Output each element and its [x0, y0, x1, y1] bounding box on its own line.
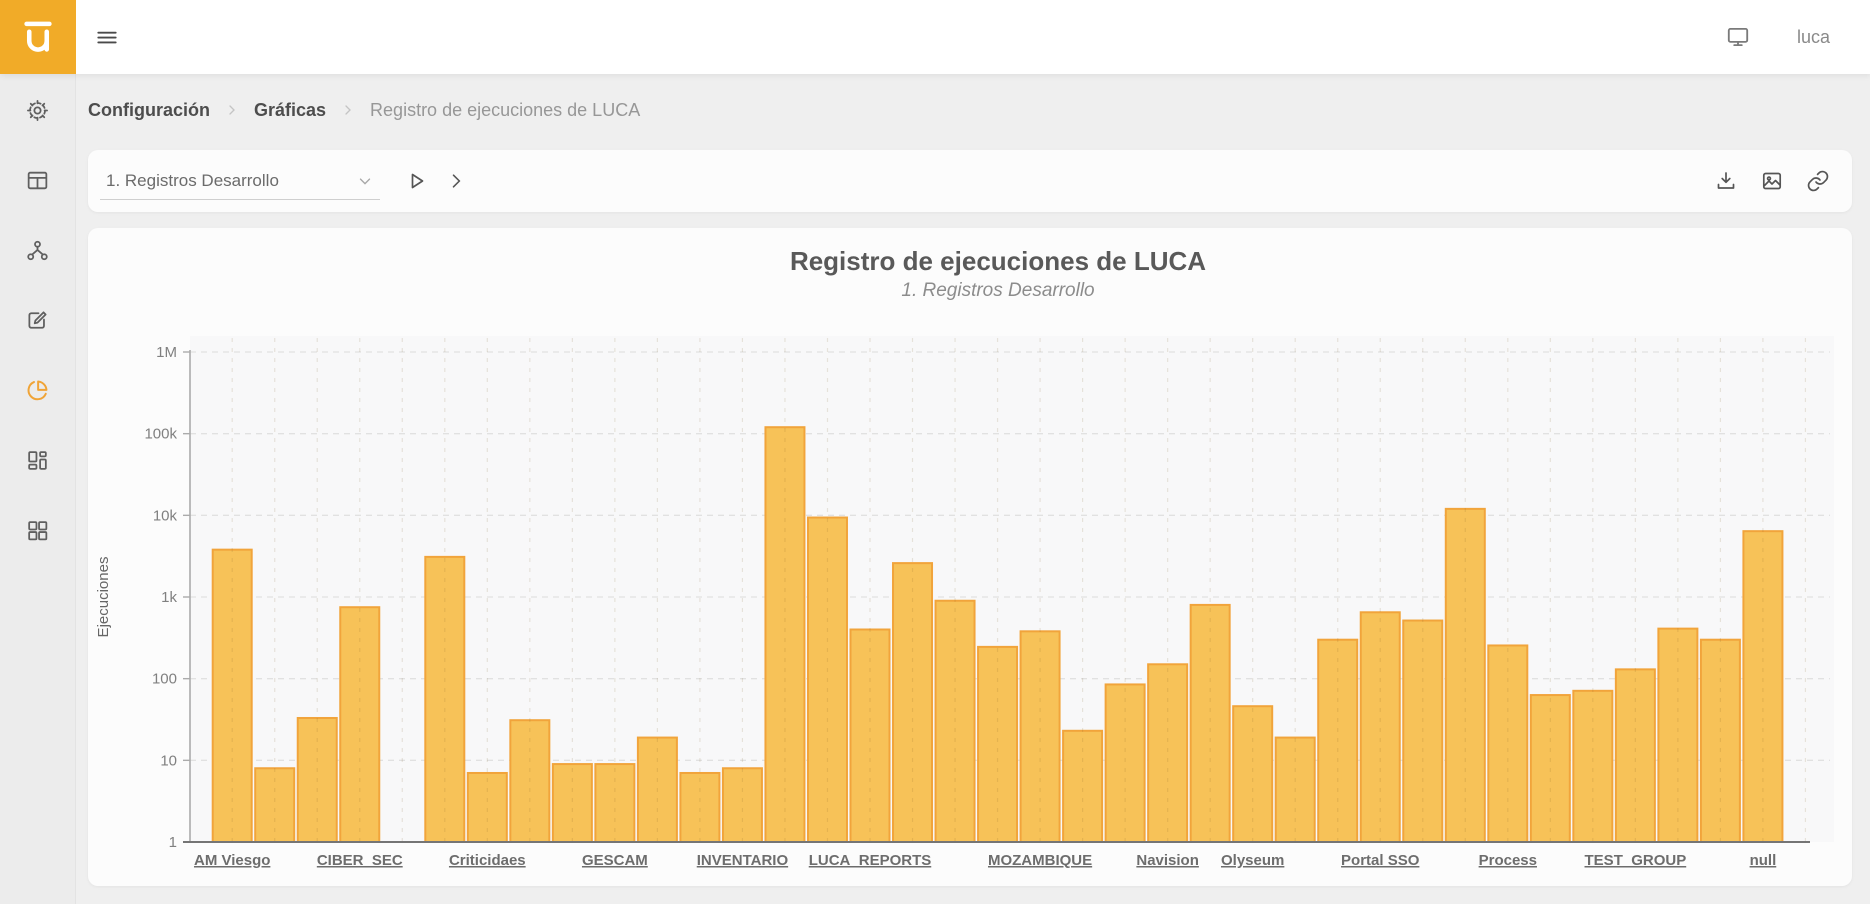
bar[interactable]	[339, 606, 381, 844]
chevron-right-icon	[229, 105, 235, 115]
display-mode-button[interactable]	[1725, 24, 1751, 50]
bar[interactable]	[1274, 736, 1316, 843]
x-axis-group-label[interactable]: INVENTARIO	[697, 852, 789, 869]
bar[interactable]	[934, 599, 976, 843]
bar[interactable]	[1614, 668, 1656, 843]
x-axis-group-label[interactable]: TEST_GROUP	[1585, 852, 1687, 869]
bar[interactable]	[977, 645, 1019, 843]
sidebar-item-apps[interactable]	[25, 518, 50, 543]
sidebar-item-hierarchy[interactable]	[25, 238, 50, 263]
x-axis-group-label[interactable]: null	[1750, 852, 1777, 869]
forward-button[interactable]	[446, 171, 466, 191]
bar[interactable]	[211, 548, 253, 843]
y-tick-label: 100k	[144, 426, 177, 443]
app-logo[interactable]	[0, 0, 76, 74]
bar[interactable]	[1062, 729, 1104, 844]
y-tick-label: 1M	[156, 344, 177, 361]
executions-bar-chart: 1 10 100 1k 10k 100k 1M AM Viesgo CIBER_SEC Criti…	[95, 336, 1834, 869]
bar[interactable]	[1444, 507, 1486, 843]
download-icon	[1717, 172, 1735, 189]
download-button[interactable]	[1714, 169, 1738, 193]
y-tick-label: 1k	[161, 589, 177, 606]
x-axis-group-label[interactable]: Portal SSO	[1341, 852, 1420, 869]
chart-card: Registro de ejecuciones de LUCA 1. Regis…	[88, 228, 1852, 886]
breadcrumb-item-configuracion[interactable]: Configuración	[88, 99, 210, 120]
image-icon	[1762, 172, 1782, 190]
pie-chart-icon	[27, 380, 48, 401]
chart-subtitle: 1. Registros Desarrollo	[901, 280, 1095, 301]
username[interactable]: luca	[1796, 26, 1830, 47]
bar[interactable]	[1189, 603, 1231, 843]
play-icon	[411, 173, 424, 189]
logo-u-icon	[24, 21, 52, 52]
copy-link-button[interactable]	[1806, 169, 1830, 193]
sidebar-item-settings[interactable]	[25, 98, 50, 123]
sidebar	[0, 74, 76, 904]
x-axis-group-label[interactable]: GESCAM	[582, 852, 648, 869]
bar[interactable]	[1402, 619, 1444, 843]
sidebar-item-edit[interactable]	[25, 308, 50, 333]
breadcrumb-item-graficas[interactable]: Gráficas	[254, 99, 327, 120]
edit-icon	[28, 311, 47, 329]
bar[interactable]	[424, 555, 466, 843]
chevron-down-icon	[359, 177, 371, 185]
grid-icon	[28, 521, 48, 541]
x-axis-group-label[interactable]: Navision	[1136, 852, 1199, 869]
table-icon	[27, 171, 48, 190]
bar[interactable]	[551, 763, 593, 843]
x-axis-group-label[interactable]: Olyseum	[1221, 852, 1284, 869]
sidebar-item-tables[interactable]	[25, 168, 50, 193]
y-tick-label: 10	[160, 752, 177, 769]
bar[interactable]	[1317, 638, 1359, 843]
link-icon	[1807, 170, 1829, 192]
bar[interactable]	[509, 719, 551, 844]
chevron-right-icon	[345, 105, 351, 115]
x-axis-group-label[interactable]: CIBER_SEC	[317, 852, 403, 869]
bar[interactable]	[1699, 638, 1741, 843]
bar[interactable]	[1019, 630, 1061, 844]
chevron-right-icon	[452, 174, 461, 188]
top-bar: luca	[0, 0, 1870, 74]
bar[interactable]	[806, 516, 848, 843]
y-tick-label: 10k	[153, 507, 178, 524]
menu-toggle-button[interactable]	[94, 24, 120, 53]
bar[interactable]	[1742, 530, 1784, 843]
monitor-icon	[1727, 27, 1749, 47]
chart-toolbar: 1. Registros Desarrollo	[88, 150, 1852, 212]
y-tick-label: 100	[152, 671, 177, 688]
y-tick-label: 1	[169, 834, 177, 851]
x-axis-group-label[interactable]: Process	[1479, 852, 1537, 869]
sidebar-item-dashboards[interactable]	[25, 448, 50, 473]
bar[interactable]	[1487, 644, 1529, 843]
sidebar-item-charts[interactable]	[25, 378, 50, 403]
x-axis-group-label[interactable]: MOZAMBIQUE	[988, 852, 1092, 869]
bar[interactable]	[1147, 663, 1189, 844]
chart-select-value: 1. Registros Desarrollo	[106, 170, 279, 190]
hamburger-icon	[97, 31, 117, 44]
x-axis-group-label[interactable]: AM Viesgo	[194, 852, 270, 869]
chart-select[interactable]: 1. Registros Desarrollo	[100, 162, 380, 200]
bar[interactable]	[849, 628, 891, 844]
bar[interactable]	[1359, 611, 1401, 843]
chart-title: Registro de ejecuciones de LUCA	[789, 246, 1207, 276]
hierarchy-icon	[27, 240, 48, 261]
breadcrumb-item-current: Registro de ejecuciones de LUCA	[370, 99, 641, 120]
x-axis-group-label[interactable]: LUCA_REPORTS	[809, 852, 932, 869]
breadcrumb: Configuración Gráficas Registro de ejecu…	[88, 96, 640, 124]
export-image-button[interactable]	[1760, 169, 1784, 193]
y-axis-title: Ejecuciones	[95, 557, 112, 638]
layout-icon	[28, 451, 47, 470]
x-axis-group-label[interactable]: Criticidaes	[449, 852, 526, 869]
run-chart-button[interactable]	[404, 169, 428, 193]
gear-icon	[27, 100, 48, 121]
